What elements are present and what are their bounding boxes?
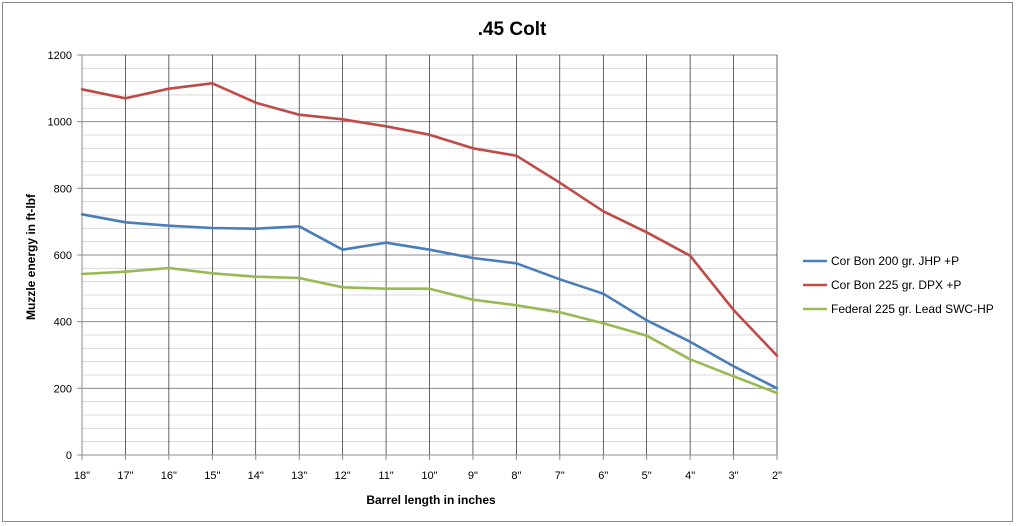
x-tick-label: 14": [248, 470, 264, 482]
x-tick-label: 16": [161, 470, 177, 482]
legend-label-1: Cor Bon 200 gr. JHP +P: [831, 254, 959, 268]
x-tick-label: 4": [685, 470, 695, 482]
x-tick-label: 9": [468, 470, 478, 482]
tick-layer: 0 200 400 600 800 1000 1200 18" 17" 16" 15" 14" 13" 1…: [48, 50, 783, 482]
axis-layer: [77, 54, 778, 460]
x-tick-label: 8": [511, 470, 521, 482]
x-tick-label: 7": [555, 470, 565, 482]
chart-title: .45 Colt: [478, 19, 547, 40]
series-line-1: [80, 213, 779, 390]
y-tick-label: 400: [54, 317, 72, 329]
series-line-3: [80, 266, 779, 395]
y-tick-label: 800: [54, 183, 72, 195]
y-axis-title: Muzzle energy in ft-lbf: [24, 193, 38, 320]
y-tick-label: 200: [54, 383, 72, 395]
grid-layer: [82, 54, 778, 455]
x-tick-label: 11": [378, 470, 393, 482]
x-tick-label: 18": [74, 470, 90, 482]
y-tick-label: 1200: [48, 50, 72, 62]
legend: Cor Bon 200 gr. JHP +P Cor Bon 225 gr. DP…: [803, 254, 994, 316]
legend-label-3: Federal 225 gr. Lead SWC-HP: [831, 302, 994, 316]
x-tick-label: 13": [291, 470, 307, 482]
x-tick-label: 17": [117, 470, 133, 482]
line-chart: .45 Colt 0 200 400 600 800 1000 1200 18" 17" 16" 1…: [24, 19, 994, 507]
x-tick-label: 2": [772, 470, 782, 482]
series-line-2: [80, 82, 779, 358]
x-tick-label: 3": [729, 470, 739, 482]
x-tick-label: 6": [598, 470, 608, 482]
y-tick-label: 600: [54, 250, 72, 262]
x-tick-label: 15": [204, 470, 220, 482]
series-layer: [80, 82, 779, 395]
y-tick-label: 1000: [48, 117, 72, 129]
x-tick-label: 12": [335, 470, 351, 482]
legend-label-2: Cor Bon 225 gr. DPX +P: [831, 278, 961, 292]
x-tick-label: 5": [642, 470, 652, 482]
y-tick-label: 0: [66, 450, 72, 462]
x-axis-title: Barrel length in inches: [366, 493, 496, 507]
x-tick-label: 10": [421, 470, 437, 482]
